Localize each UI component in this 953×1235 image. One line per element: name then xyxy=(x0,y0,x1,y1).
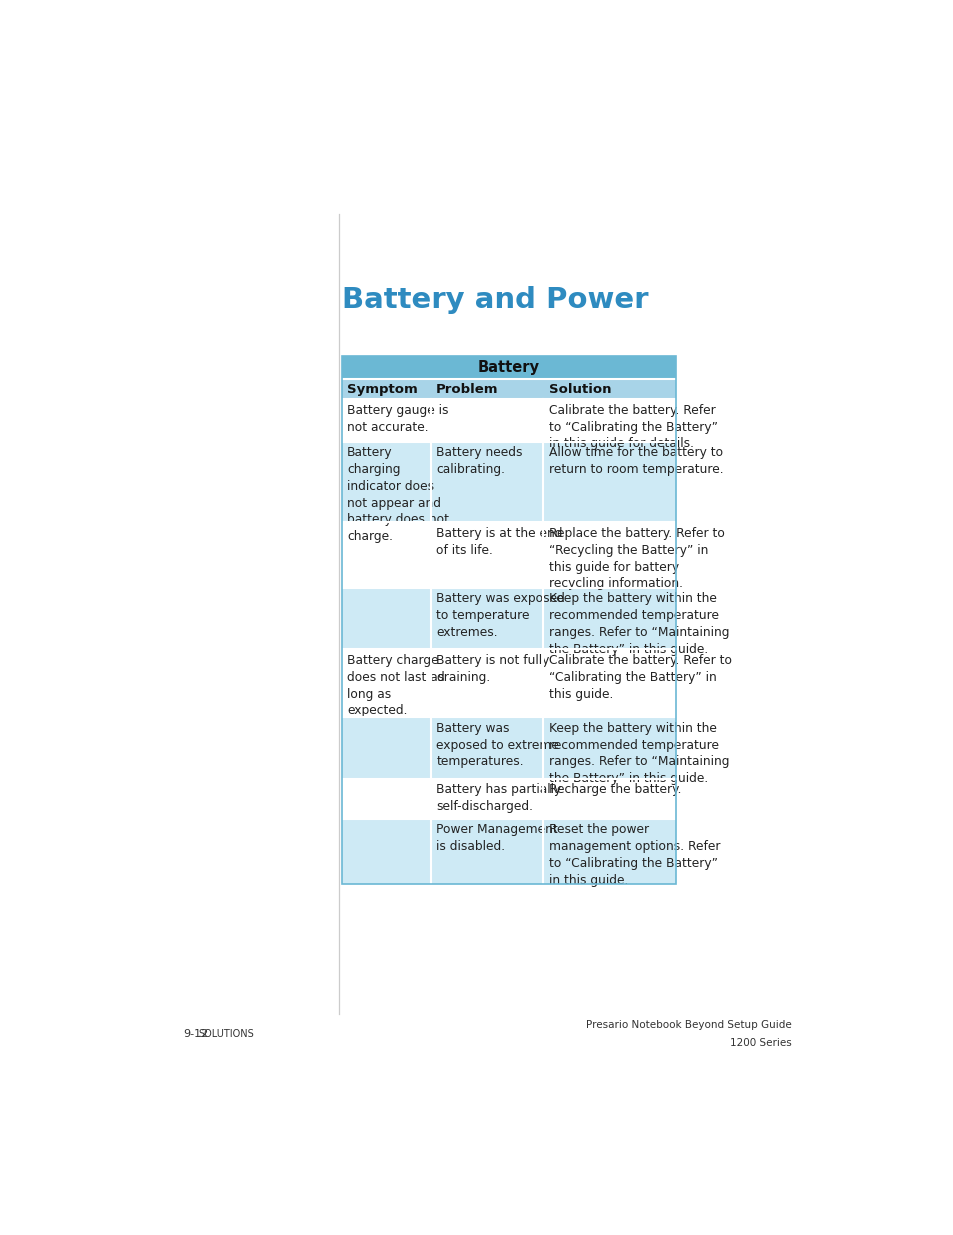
Text: Battery gauge is
not accurate.: Battery gauge is not accurate. xyxy=(347,404,448,433)
Bar xyxy=(341,588,676,650)
Bar xyxy=(542,379,676,399)
Text: Calibrate the battery. Refer to
“Calibrating the Battery” in
this guide.: Calibrate the battery. Refer to “Calibra… xyxy=(548,655,731,700)
Text: Battery needs
calibrating.: Battery needs calibrating. xyxy=(436,446,522,475)
Bar xyxy=(341,399,676,442)
Text: Replace the battery. Refer to
“Recycling the Battery” in
this guide for battery
: Replace the battery. Refer to “Recycling… xyxy=(548,527,723,590)
Bar xyxy=(341,356,676,884)
Text: Battery: Battery xyxy=(477,361,539,375)
Text: Solution: Solution xyxy=(548,383,611,395)
Text: Battery is at the end
of its life.: Battery is at the end of its life. xyxy=(436,527,562,557)
Bar xyxy=(341,650,676,718)
Text: Battery was exposed
to temperature
extremes.: Battery was exposed to temperature extre… xyxy=(436,593,564,638)
Text: Presario Notebook Beyond Setup Guide: Presario Notebook Beyond Setup Guide xyxy=(585,1020,791,1030)
Text: Symptom: Symptom xyxy=(347,383,417,395)
Bar xyxy=(341,379,431,399)
Bar xyxy=(431,379,542,399)
Text: Battery
charging
indicator does
not appear and
battery does not
charge.: Battery charging indicator does not appe… xyxy=(347,446,449,543)
Bar xyxy=(341,779,676,819)
Bar xyxy=(341,819,676,884)
Text: Calibrate the battery. Refer
to “Calibrating the Battery”
in this guide for deta: Calibrate the battery. Refer to “Calibra… xyxy=(548,404,717,451)
Text: Battery has partially
self-discharged.: Battery has partially self-discharged. xyxy=(436,783,561,814)
Bar xyxy=(341,442,676,522)
Bar xyxy=(341,718,676,779)
Text: Recharge the battery.: Recharge the battery. xyxy=(548,783,680,797)
Text: 1200 Series: 1200 Series xyxy=(729,1037,791,1047)
Text: SOLUTIONS: SOLUTIONS xyxy=(198,1029,253,1039)
Text: Battery charge
does not last as
long as
expected.: Battery charge does not last as long as … xyxy=(347,655,444,718)
Text: Problem: Problem xyxy=(436,383,498,395)
Text: Power Management
is disabled.: Power Management is disabled. xyxy=(436,824,558,853)
Text: Keep the battery within the
recommended temperature
ranges. Refer to “Maintainin: Keep the battery within the recommended … xyxy=(548,593,728,656)
Text: Battery and Power: Battery and Power xyxy=(341,285,647,314)
Text: Reset the power
management options. Refer
to “Calibrating the Battery”
in this g: Reset the power management options. Refe… xyxy=(548,824,720,887)
Bar xyxy=(341,356,676,379)
Text: Allow time for the battery to
return to room temperature.: Allow time for the battery to return to … xyxy=(548,446,722,475)
Text: Keep the battery within the
recommended temperature
ranges. Refer to “Maintainin: Keep the battery within the recommended … xyxy=(548,721,728,785)
Bar xyxy=(341,522,676,588)
Text: Battery was
exposed to extreme
temperatures.: Battery was exposed to extreme temperatu… xyxy=(436,721,558,768)
Text: Battery is not fully
draining.: Battery is not fully draining. xyxy=(436,655,549,684)
Text: 9-12: 9-12 xyxy=(183,1029,208,1039)
